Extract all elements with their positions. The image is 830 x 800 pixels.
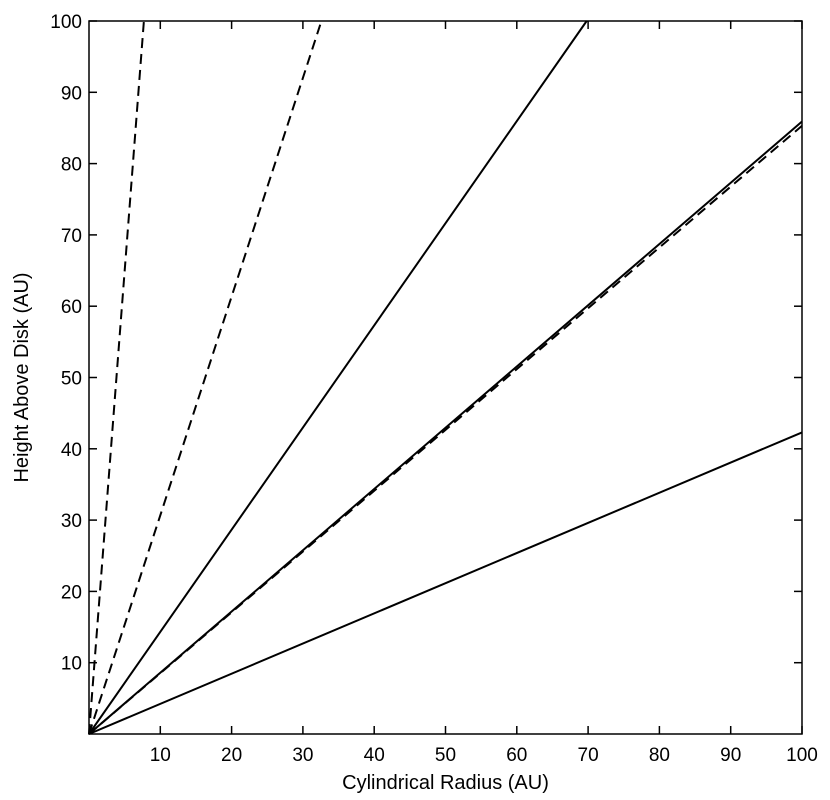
series-layer — [88, 20, 803, 735]
ticks-layer — [89, 20, 803, 734]
y-tick-label: 70 — [61, 226, 82, 247]
y-axis-title: Height Above Disk (AU) — [11, 272, 33, 482]
plot-frame — [88, 20, 803, 735]
x-tick-label: 30 — [292, 745, 313, 766]
x-tick-label: 70 — [578, 745, 599, 766]
series-line-4-dashed — [88, 20, 145, 735]
x-axis-title: Cylindrical Radius (AU) — [342, 772, 549, 794]
x-tick-label: 40 — [364, 745, 385, 766]
series-line-3-solid — [88, 431, 803, 735]
y-tick-label: 100 — [50, 12, 82, 33]
y-tick-label: 20 — [61, 582, 82, 603]
y-tick-label: 50 — [61, 369, 82, 390]
x-tick-label: 50 — [435, 745, 456, 766]
y-tick-label: 30 — [61, 511, 82, 532]
y-tick-label: 80 — [61, 155, 82, 176]
y-tick-label: 40 — [61, 440, 82, 461]
series-line-5-dashed — [88, 20, 323, 735]
series-line-1-solid — [88, 20, 588, 735]
series-line-2-solid — [88, 120, 803, 735]
x-tick-label: 60 — [506, 745, 527, 766]
x-tick-label: 10 — [150, 745, 171, 766]
x-tick-label: 100 — [786, 745, 818, 766]
y-tick-label: 60 — [61, 297, 82, 318]
y-tick-label: 90 — [61, 83, 82, 104]
y-tick-label: 10 — [61, 654, 82, 675]
labels-layer: 10 20 30 40 50 60 70 80 90 100 10 20 30 40 50 60 70 80 90 1… — [50, 12, 818, 766]
x-tick-label: 90 — [720, 745, 741, 766]
series-line-6-dashed — [88, 125, 803, 735]
x-tick-label: 80 — [649, 745, 670, 766]
x-tick-label: 20 — [221, 745, 242, 766]
